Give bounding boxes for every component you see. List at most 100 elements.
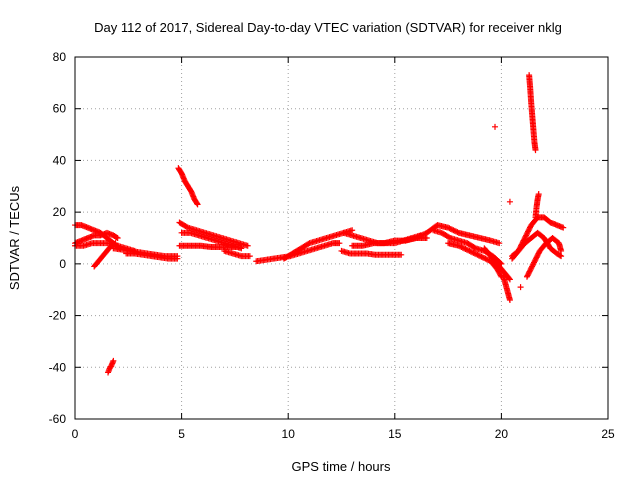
data-segment bbox=[492, 123, 499, 130]
data-point bbox=[483, 256, 490, 263]
data-segment bbox=[481, 245, 513, 283]
data-segment bbox=[91, 240, 119, 270]
data-points bbox=[72, 72, 567, 376]
data-point bbox=[506, 275, 513, 282]
data-segment bbox=[105, 357, 117, 376]
x-tick-label: 0 bbox=[72, 427, 79, 441]
data-segment bbox=[338, 247, 405, 258]
data-point bbox=[558, 253, 565, 260]
data-point bbox=[470, 249, 477, 256]
data-point bbox=[244, 242, 251, 249]
data-point bbox=[446, 234, 453, 241]
y-axis-label: SDTVAR / TECUs bbox=[7, 185, 22, 290]
y-tick-label: -60 bbox=[49, 412, 67, 426]
data-point bbox=[194, 201, 201, 208]
data-point bbox=[421, 231, 428, 238]
x-tick-label: 5 bbox=[178, 427, 185, 441]
data-point bbox=[506, 276, 513, 283]
data-point bbox=[451, 227, 458, 234]
data-segment bbox=[506, 198, 513, 205]
y-tick-label: -40 bbox=[49, 360, 67, 374]
y-tick-label: -20 bbox=[49, 309, 67, 323]
data-point bbox=[485, 256, 492, 263]
data-point bbox=[506, 297, 513, 304]
data-point bbox=[466, 247, 473, 254]
data-segment bbox=[402, 222, 503, 247]
data-point bbox=[506, 198, 513, 205]
data-point bbox=[465, 247, 472, 254]
data-point bbox=[419, 231, 426, 238]
data-point bbox=[110, 357, 117, 364]
data-point bbox=[415, 233, 422, 240]
data-point bbox=[459, 244, 466, 251]
data-point bbox=[447, 225, 454, 232]
data-point bbox=[238, 244, 245, 251]
data-point bbox=[458, 244, 465, 251]
data-point bbox=[305, 240, 312, 247]
data-point bbox=[532, 147, 539, 154]
data-segment bbox=[221, 247, 253, 260]
data-point bbox=[497, 272, 504, 279]
data-point bbox=[112, 240, 119, 247]
data-point bbox=[398, 251, 405, 258]
data-segment bbox=[176, 242, 245, 251]
data-point bbox=[482, 255, 489, 262]
plot-frame bbox=[74, 56, 609, 420]
data-point bbox=[479, 254, 486, 261]
data-point bbox=[557, 252, 564, 259]
data-point bbox=[417, 233, 424, 240]
data-point bbox=[469, 249, 476, 256]
data-point bbox=[423, 235, 430, 241]
x-tick-label: 15 bbox=[388, 427, 402, 441]
data-point bbox=[517, 284, 524, 291]
data-point bbox=[450, 227, 457, 234]
data-point bbox=[336, 240, 343, 247]
data-segment bbox=[517, 284, 524, 291]
data-point bbox=[473, 251, 480, 258]
data-point bbox=[457, 243, 464, 250]
data-point bbox=[446, 225, 453, 232]
data-point bbox=[478, 253, 485, 260]
data-point bbox=[349, 227, 356, 234]
data-point bbox=[471, 244, 478, 251]
data-point bbox=[246, 253, 253, 260]
data-segment bbox=[175, 165, 201, 208]
data-point bbox=[174, 255, 181, 262]
data-point bbox=[477, 253, 484, 260]
data-point bbox=[418, 232, 425, 239]
data-segment bbox=[532, 191, 542, 221]
data-point bbox=[481, 255, 488, 262]
x-axis-label: GPS time / hours bbox=[292, 459, 391, 474]
data-segment bbox=[280, 227, 356, 262]
data-point bbox=[492, 123, 499, 130]
data-point bbox=[560, 224, 567, 231]
x-tick-label: 20 bbox=[495, 427, 509, 441]
x-tick-label: 10 bbox=[282, 427, 296, 441]
grid bbox=[75, 57, 608, 419]
y-tick-label: 60 bbox=[53, 102, 67, 116]
y-tick-label: 0 bbox=[59, 257, 66, 271]
data-point bbox=[193, 200, 200, 207]
x-tick-label: 25 bbox=[601, 427, 615, 441]
data-segment bbox=[526, 72, 539, 154]
data-segment bbox=[178, 229, 245, 252]
data-point bbox=[467, 248, 474, 255]
data-segment bbox=[500, 273, 513, 304]
data-point bbox=[114, 235, 121, 241]
y-tick-label: 20 bbox=[53, 205, 67, 219]
data-point bbox=[461, 245, 468, 252]
data-point bbox=[183, 223, 190, 230]
data-point bbox=[558, 247, 565, 254]
data-segment bbox=[523, 235, 565, 280]
data-point bbox=[414, 234, 421, 241]
data-segment bbox=[123, 250, 181, 262]
data-point bbox=[462, 245, 469, 252]
y-tick-label: 40 bbox=[53, 153, 67, 167]
data-point bbox=[463, 246, 470, 253]
data-point bbox=[413, 235, 420, 241]
data-segment bbox=[509, 214, 567, 262]
data-point bbox=[453, 228, 460, 235]
data-point bbox=[475, 252, 482, 259]
data-point bbox=[454, 229, 461, 236]
data-point bbox=[496, 240, 503, 247]
